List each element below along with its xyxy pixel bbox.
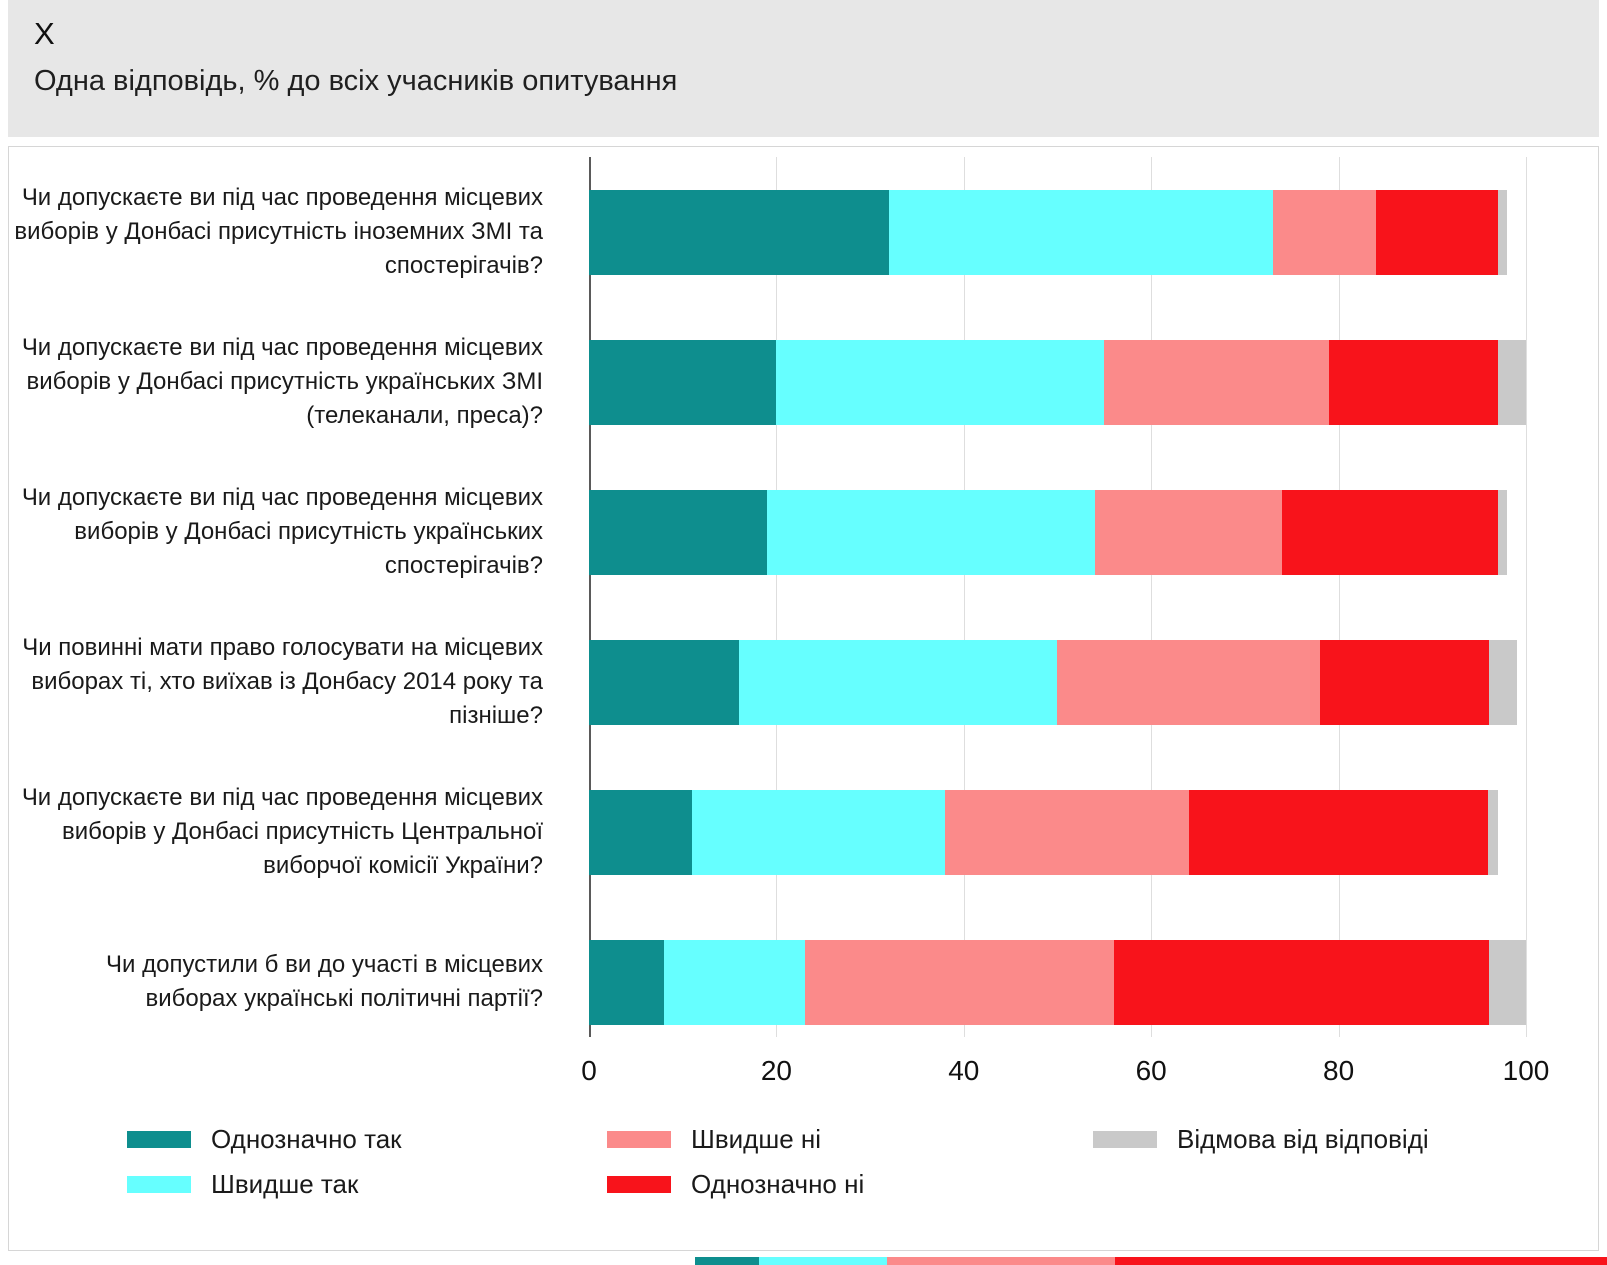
x-tick-label: 60 <box>1135 1055 1167 1086</box>
chart-header: X Одна відповідь, % до всіх учасників оп… <box>8 0 1599 137</box>
legend-label: Однозначно ні <box>691 1168 865 1199</box>
category-label: Чи допускаєте ви під час проведення місц… <box>21 784 543 879</box>
bar-segment-rather-yes <box>663 939 805 1025</box>
bar-row: Чи повинні мати право голосувати на місц… <box>9 607 1526 757</box>
bar-segment-refused <box>1497 489 1508 575</box>
bar-segment-rather-yes <box>767 489 1095 575</box>
bar-track <box>589 489 1526 575</box>
bar-segment-def-yes <box>589 789 693 875</box>
bar-row: Чи допускаєте ви під час проведення місц… <box>9 757 1526 907</box>
x-tick-label: 80 <box>1323 1055 1355 1086</box>
legend-column: Однозначно так Швидше так <box>127 1123 607 1199</box>
bar-segment-rather-yes <box>888 189 1273 275</box>
chart-panel: Чи допускаєте ви під час проведення місц… <box>8 146 1599 1251</box>
gridline <box>1526 157 1527 1037</box>
bar-row: Чи допускаєте ви під час проведення місц… <box>9 157 1526 307</box>
bar-segment-rather-yes <box>692 789 946 875</box>
bar-segment-def-yes <box>589 939 664 1025</box>
gridline <box>1151 157 1153 1037</box>
bar-segment-def-no <box>1329 339 1498 425</box>
legend-label: Швидше так <box>211 1168 359 1199</box>
bar-segment-refused <box>1488 789 1498 875</box>
bar-row: Чи допустили б ви до участі в місцевих в… <box>9 907 1526 1057</box>
x-tick-label: 0 <box>581 1055 597 1086</box>
legend-swatch-def-yes <box>127 1130 191 1148</box>
legend-item-def-yes: Однозначно так <box>127 1123 607 1154</box>
bar-segment-rather-no <box>1104 339 1330 425</box>
bar-segment-def-yes <box>589 639 739 725</box>
x-axis: 0 20 40 60 80 100 <box>581 1055 1549 1099</box>
bar-segment-def-yes <box>589 189 889 275</box>
chart-title: X <box>34 16 55 51</box>
legend-swatch-refused <box>1093 1130 1157 1148</box>
legend: Однозначно так Швидше так Швидше ні Однозна… <box>127 1123 1558 1199</box>
bar-segment-refused <box>1488 639 1517 725</box>
legend-item-rather-no: Швидше ні <box>607 1123 1093 1154</box>
bar-segment-refused <box>1497 339 1526 425</box>
bar-segment-def-yes <box>589 339 777 425</box>
bottom-strip-segment <box>886 1257 1115 1265</box>
legend-item-rather-yes: Швидше так <box>127 1168 607 1199</box>
bar-segment-rather-no <box>1094 489 1283 575</box>
legend-label: Однозначно так <box>211 1123 402 1154</box>
legend-label: Швидше ні <box>691 1123 822 1154</box>
x-tick-label: 40 <box>948 1055 980 1086</box>
x-tick-label: 20 <box>760 1055 792 1086</box>
bottom-strip-segment <box>758 1257 887 1265</box>
gridline <box>589 157 591 1037</box>
bar-track <box>589 939 1526 1025</box>
bottom-strip-segment <box>1114 1257 1607 1265</box>
gridlines <box>589 157 1527 1037</box>
legend-label: Відмова від відповіді <box>1177 1123 1429 1154</box>
legend-swatch-rather-yes <box>127 1175 191 1193</box>
bar-row: Чи допускаєте ви під час проведення місц… <box>9 307 1526 457</box>
bar-rows: Чи допускаєте ви під час проведення місц… <box>9 157 1526 1057</box>
chart-subtitle: Одна відповідь, % до всіх учасників опит… <box>34 65 678 97</box>
legend-item-def-no: Однозначно ні <box>607 1168 1093 1199</box>
category-label: Чи допустили б ви до участі в місцевих в… <box>106 951 543 1012</box>
bar-segment-rather-yes <box>738 639 1058 725</box>
gridline <box>1338 157 1340 1037</box>
bar-segment-def-no <box>1319 639 1489 725</box>
legend-column: Відмова від відповіді <box>1093 1123 1558 1198</box>
bar-segment-def-no <box>1376 189 1498 275</box>
legend-item-refused: Відмова від відповіді <box>1093 1123 1558 1154</box>
gridline <box>963 157 965 1037</box>
legend-column: Швидше ні Однозначно ні <box>607 1123 1093 1199</box>
bottom-strip-segment <box>695 1257 759 1265</box>
bar-segment-def-no <box>1113 939 1489 1025</box>
gridline <box>776 157 778 1037</box>
bar-segment-def-yes <box>589 489 768 575</box>
bar-segment-rather-no <box>804 939 1114 1025</box>
category-label: Чи допускаєте ви під час проведення місц… <box>21 334 543 429</box>
bar-segment-rather-no <box>945 789 1189 875</box>
category-label: Чи допускаєте ви під час проведення місц… <box>21 484 543 579</box>
x-tick-label: 100 <box>1502 1055 1550 1086</box>
category-label: Чи допускаєте ви під час проведення місц… <box>14 184 543 279</box>
bar-segment-def-no <box>1188 789 1489 875</box>
legend-swatch-rather-no <box>607 1130 671 1148</box>
bar-segment-rather-no <box>1057 639 1320 725</box>
bar-track <box>589 789 1526 875</box>
bottom-strip <box>695 1257 1607 1265</box>
bar-track <box>589 639 1526 725</box>
bar-segment-rather-yes <box>776 339 1105 425</box>
legend-swatch-def-no <box>607 1175 671 1193</box>
bar-segment-rather-no <box>1272 189 1377 275</box>
bar-track <box>589 339 1526 425</box>
bar-segment-refused <box>1497 189 1508 275</box>
bar-row: Чи допускаєте ви під час проведення місц… <box>9 457 1526 607</box>
bar-segment-refused <box>1488 939 1526 1025</box>
category-label: Чи повинні мати право голосувати на місц… <box>22 634 543 729</box>
bar-track <box>589 189 1526 275</box>
bar-segment-def-no <box>1282 489 1498 575</box>
